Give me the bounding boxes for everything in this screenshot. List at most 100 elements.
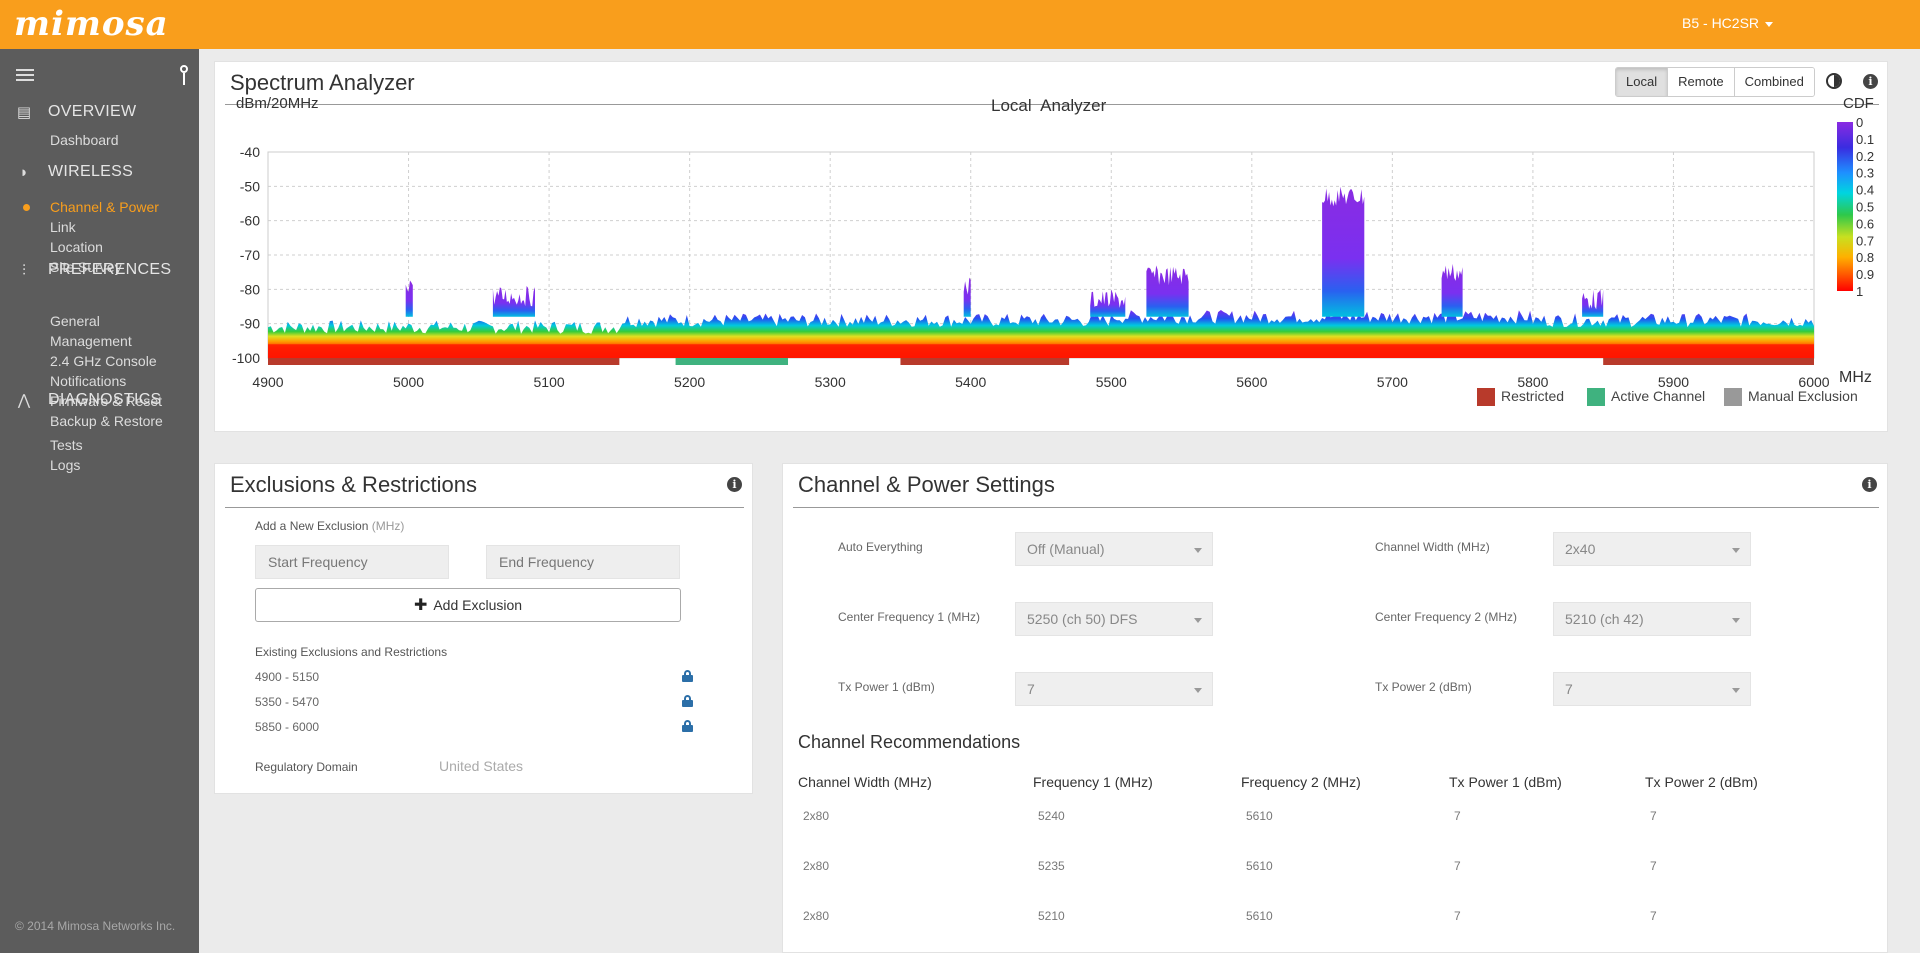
info-icon[interactable]: i [727, 477, 742, 492]
sidebar-item-dashboard[interactable]: Dashboard [50, 132, 119, 148]
signal-peak [1146, 265, 1189, 317]
sidebar-item-backup-restore[interactable]: Backup & Restore [50, 413, 163, 429]
spectrum-chart: 4900 5000 5100 5200 5300 5400 5500 5600 5700 5800… [232, 115, 1874, 390]
column-header[interactable]: Frequency 2 (MHz) [1241, 774, 1361, 790]
table-cell[interactable]: 5240 [1038, 809, 1065, 823]
column-header[interactable]: Channel Width (MHz) [798, 774, 932, 790]
nav-section-diagnostics[interactable]: DIAGNOSTICS [48, 391, 162, 408]
table-cell[interactable]: 5210 [1038, 909, 1065, 923]
hamburger-menu-icon[interactable] [16, 69, 34, 81]
add-exclusion-text: Add a New Exclusion [255, 519, 369, 533]
sidebar-item-site-survey[interactable]: Site Survey [50, 259, 122, 275]
info-icon[interactable]: i [1863, 74, 1878, 89]
band-active-channel [675, 358, 789, 365]
regulatory-domain-value: United States [439, 758, 524, 774]
legend-restricted-label: Restricted [1501, 388, 1565, 404]
top-bar: mimosa B5 - HC2SR [0, 0, 1920, 49]
panel-title: Exclusions & Restrictions [230, 472, 477, 497]
legend-active-label: Active Channel [1611, 388, 1706, 404]
sidebar-item-general[interactable]: General [50, 313, 100, 329]
sliders-icon: ⫶ [22, 262, 26, 279]
sidebar-item-notifications[interactable]: Notifications [50, 373, 127, 389]
tx-power-2-select[interactable]: 7 [1553, 672, 1751, 706]
lock-icon [682, 720, 693, 732]
mode-remote-button[interactable]: Remote [1667, 68, 1734, 96]
table-cell[interactable]: 2x80 [803, 809, 830, 823]
sidebar-item-logs[interactable]: Logs [50, 457, 81, 473]
table-cell[interactable]: 5610 [1246, 809, 1273, 823]
add-exclusion-unit: (MHz) [371, 519, 405, 533]
sidebar-item-location[interactable]: Location [50, 239, 103, 255]
cdf-tick-label: 0.7 [1856, 233, 1874, 248]
caret-down-icon [1765, 21, 1774, 27]
table-cell[interactable]: 7 [1650, 909, 1657, 923]
cdf-tick-label: 1 [1856, 284, 1863, 299]
end-frequency-input[interactable]: End Frequency [486, 545, 680, 579]
table-cell[interactable]: 7 [1650, 809, 1657, 823]
table-cell[interactable]: 7 [1454, 909, 1461, 923]
y-tick-label: -70 [240, 247, 260, 263]
x-tick-label: 5100 [534, 374, 565, 390]
x-tick-label: 4900 [252, 374, 283, 390]
x-tick-label: 5400 [955, 374, 986, 390]
x-tick-label: 5000 [393, 374, 424, 390]
center-frequency-1-select[interactable]: 5250 (ch 50) DFS [1015, 602, 1213, 636]
low-power-band [268, 344, 1814, 358]
nav-section-preferences[interactable]: PREFERENCES [48, 261, 172, 278]
sidebar-item-channel-power[interactable]: Channel & Power [50, 199, 159, 215]
table-cell[interactable]: 7 [1650, 859, 1657, 873]
channel-power-panel: Channel & Power Settings i Auto Everythi… [782, 463, 1888, 953]
column-header[interactable]: Tx Power 1 (dBm) [1449, 774, 1562, 790]
pin-icon[interactable] [180, 65, 188, 85]
auto-everything-label: Auto Everything [838, 540, 923, 554]
start-frequency-input[interactable]: Start Frequency [255, 545, 449, 579]
sidebar-item-tests[interactable]: Tests [50, 437, 83, 453]
add-exclusion-button[interactable]: ✚ Add Exclusion [255, 588, 681, 622]
channel-width-select[interactable]: 2x40 [1553, 532, 1751, 566]
band-restricted [268, 358, 620, 365]
nav-section-overview[interactable]: OVERVIEW [48, 103, 137, 120]
spectrum-analyzer-panel: Spectrum Analyzer Local Remote Combined … [214, 61, 1888, 432]
lock-icon [682, 695, 693, 707]
channel-recommendations-title: Channel Recommendations [798, 732, 1021, 752]
cdf-label: CDF [1843, 95, 1874, 112]
signal-peak [1322, 186, 1365, 317]
column-header[interactable]: Frequency 1 (MHz) [1033, 774, 1153, 790]
regulatory-domain-label: Regulatory Domain [255, 760, 358, 774]
nav-section-wireless[interactable]: WIRELESS [48, 163, 134, 180]
center-frequency-2-select[interactable]: 5210 (ch 42) [1553, 602, 1751, 636]
table-cell[interactable]: 2x80 [803, 859, 830, 873]
table-cell[interactable]: 5235 [1038, 859, 1065, 873]
legend-active-swatch [1587, 388, 1605, 406]
signal-peak [405, 280, 413, 317]
table-cell[interactable]: 7 [1454, 859, 1461, 873]
device-selector[interactable]: B5 - HC2SR [1682, 15, 1774, 31]
mimosa-logo[interactable]: mimosa [14, 4, 169, 44]
tx-power-1-select[interactable]: 7 [1015, 672, 1213, 706]
info-icon[interactable]: i [1862, 477, 1877, 492]
table-cell[interactable]: 2x80 [803, 909, 830, 923]
sidebar-item-2-4-ghz-console[interactable]: 2.4 GHz Console [50, 353, 157, 369]
sidebar-item-link[interactable]: Link [50, 219, 76, 235]
x-tick-label: 5700 [1377, 374, 1408, 390]
x-tick-label: 5900 [1658, 374, 1689, 390]
auto-everything-select[interactable]: Off (Manual) [1015, 532, 1213, 566]
x-tick-label: 6000 [1798, 374, 1829, 390]
cdf-tick-label: 0.1 [1856, 132, 1874, 147]
signal-peak [1582, 289, 1604, 317]
signal-peak [492, 286, 535, 317]
x-tick-label: 5800 [1517, 374, 1548, 390]
cdf-colorbar [1837, 122, 1853, 291]
contrast-icon[interactable] [1826, 73, 1842, 89]
mode-combined-button[interactable]: Combined [1733, 68, 1814, 96]
mode-local-button[interactable]: Local [1616, 68, 1668, 96]
table-cell[interactable]: 5610 [1246, 909, 1273, 923]
wifi-icon: ◗ [19, 164, 29, 181]
cdf-tick-label: 0.8 [1856, 250, 1874, 265]
table-cell[interactable]: 5610 [1246, 859, 1273, 873]
column-header[interactable]: Tx Power 2 (dBm) [1645, 774, 1758, 790]
exclusion-row: 5850 - 6000 [255, 720, 320, 734]
sidebar-item-firmware-reset[interactable]: Firmware & Reset [50, 393, 163, 409]
sidebar-item-management[interactable]: Management [50, 333, 132, 349]
table-cell[interactable]: 7 [1454, 809, 1461, 823]
